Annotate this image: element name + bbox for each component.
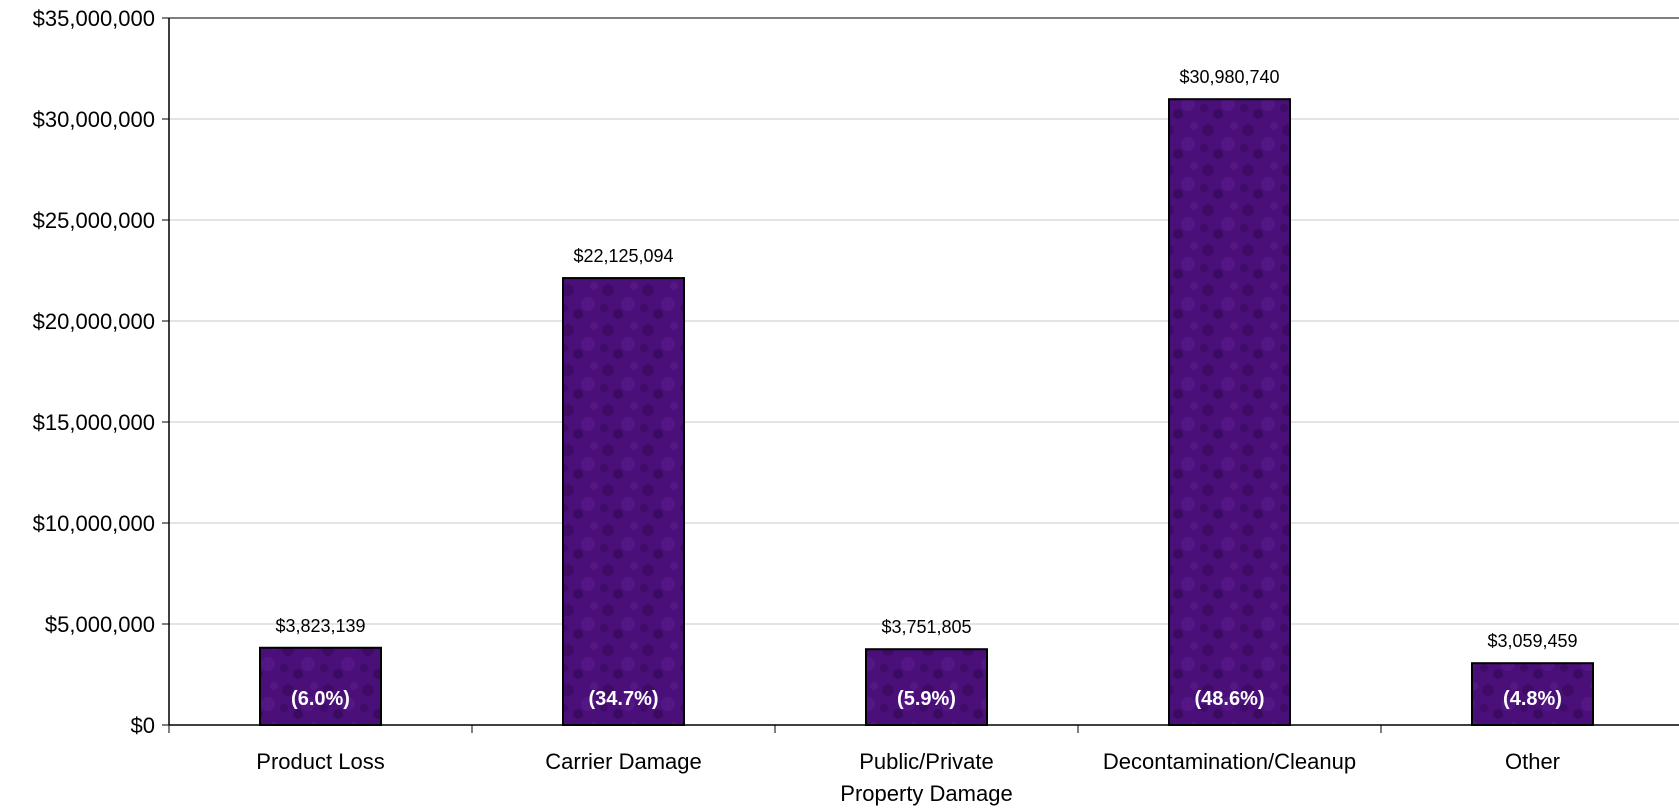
percent-label: (5.9%) bbox=[897, 688, 956, 710]
category-label: Decontamination/Cleanup bbox=[1103, 749, 1356, 774]
labels: $0 $5,000,000 $10,000,000 $15,000,000 $20,00… bbox=[33, 6, 1578, 806]
y-tick-label: $30,000,000 bbox=[33, 107, 155, 132]
y-tick-label: $5,000,000 bbox=[45, 612, 155, 637]
category-label: Other bbox=[1505, 749, 1560, 774]
data-label: $3,751,805 bbox=[881, 617, 971, 637]
percent-label: (4.8%) bbox=[1503, 688, 1562, 710]
data-label: $3,059,459 bbox=[1487, 631, 1577, 651]
y-tick-label: $10,000,000 bbox=[33, 511, 155, 536]
gridlines bbox=[169, 17, 1679, 625]
data-label: $22,125,094 bbox=[573, 246, 673, 266]
bar bbox=[562, 277, 685, 726]
category-label: Carrier Damage bbox=[545, 749, 702, 774]
bar bbox=[1168, 98, 1291, 727]
y-tick-label: $25,000,000 bbox=[33, 208, 155, 233]
percent-label: (34.7%) bbox=[588, 688, 658, 710]
percent-label: (48.6%) bbox=[1194, 688, 1264, 710]
y-tick-label: $15,000,000 bbox=[33, 410, 155, 435]
category-label: Property Damage bbox=[840, 781, 1012, 806]
y-tick-label: $20,000,000 bbox=[33, 309, 155, 334]
bar bbox=[1471, 662, 1594, 726]
category-label: Product Loss bbox=[256, 749, 384, 774]
data-label: $30,980,740 bbox=[1179, 67, 1279, 87]
data-label: $3,823,139 bbox=[275, 616, 365, 636]
percent-label: (6.0%) bbox=[291, 688, 350, 710]
y-tick-label: $35,000,000 bbox=[33, 6, 155, 31]
bars bbox=[259, 98, 1594, 727]
y-tick-label: $0 bbox=[131, 713, 155, 738]
bar bbox=[259, 646, 382, 726]
category-label: Public/Private bbox=[859, 749, 994, 774]
bar bbox=[865, 648, 988, 727]
